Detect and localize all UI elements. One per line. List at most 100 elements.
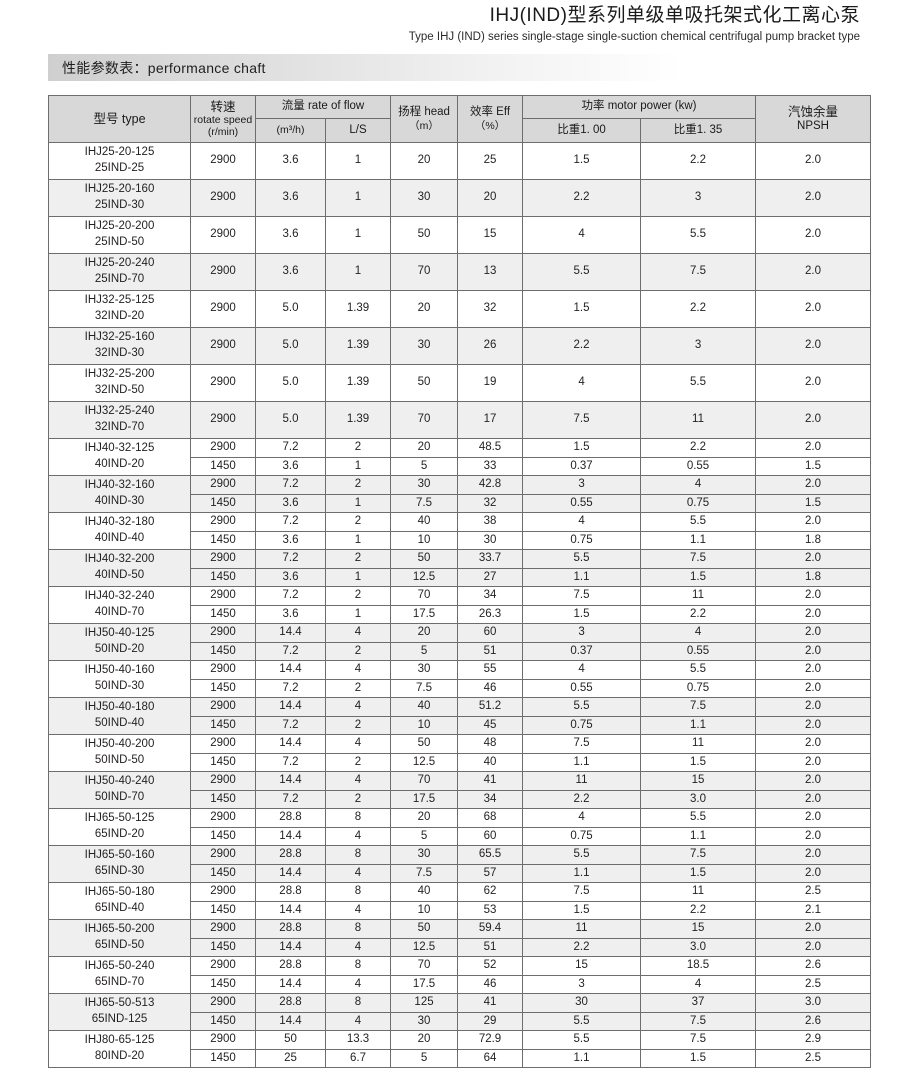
cell-power-sg135: 11 (640, 734, 757, 754)
cell-type-line2: 40IND-70 (94, 606, 145, 618)
cell-npsh: 1.8 (755, 567, 872, 587)
column-header-speed-unit: (r/min) (207, 126, 239, 139)
cell-power-sg100: 2.2 (522, 937, 642, 957)
cell-head: 70 (390, 401, 459, 439)
cell-type: IHJ65-50-160 65IND-30 (48, 845, 191, 883)
cell-type: IHJ50-40-125 50IND-20 (48, 623, 191, 661)
cell-power-sg135: 11 (640, 882, 757, 902)
cell-head: 30 (390, 1011, 459, 1031)
cell-speed: 2900 (190, 623, 256, 643)
cell-head: 70 (390, 253, 459, 291)
cell-type-line1: IHJ25-20-240 (84, 257, 155, 270)
cell-head: 50 (390, 919, 459, 939)
cell-npsh: 2.0 (755, 752, 872, 772)
cell-type-line1: IHJ80-65-125 (84, 1034, 155, 1047)
cell-eff: 13 (457, 253, 524, 291)
cell-speed: 1450 (190, 641, 256, 661)
cell-flow-ls: 2 (324, 586, 392, 606)
cell-speed: 2900 (190, 290, 256, 328)
cell-power-sg135: 37 (640, 993, 757, 1013)
cell-head: 20 (390, 1030, 459, 1050)
cell-head: 20 (390, 623, 459, 643)
cell-power-sg135: 1.5 (640, 752, 757, 772)
cell-speed: 2900 (190, 401, 256, 439)
cell-eff: 45 (457, 715, 524, 735)
cell-flow-ls: 1.39 (324, 364, 392, 402)
cell-speed: 2900 (190, 586, 256, 606)
table-row: IHJ65-50-513 65IND-125 2900 28.8 8 125 41 30 37 3… (48, 993, 872, 1031)
cell-flow-ls: 1 (324, 142, 392, 180)
cell-npsh: 2.0 (755, 364, 872, 402)
cell-power-sg135: 7.5 (640, 1011, 757, 1031)
cell-flow-ls: 1 (324, 567, 392, 587)
cell-npsh: 2.0 (755, 216, 872, 254)
cell-type: IHJ65-50-513 65IND-125 (48, 993, 191, 1031)
cell-power-sg135: 3 (640, 179, 757, 217)
cell-npsh: 3.0 (755, 993, 872, 1013)
cell-type-line1: IHJ25-20-125 (84, 146, 155, 159)
cell-power-sg100: 0.75 (522, 715, 642, 735)
cell-type-line2: 25IND-70 (94, 273, 145, 285)
column-header-speed: 转速 rotate speed (r/min) (190, 95, 256, 143)
column-header-eff-unit: （%） (474, 119, 506, 132)
cell-flow-ls: 1.39 (324, 290, 392, 328)
cell-flow-ls: 1.39 (324, 401, 392, 439)
cell-npsh: 2.0 (755, 641, 872, 661)
cell-speed: 2900 (190, 364, 256, 402)
cell-npsh: 2.0 (755, 697, 872, 717)
cell-speed: 2900 (190, 993, 256, 1013)
cell-npsh: 2.6 (755, 1011, 872, 1031)
cell-flow-m3h: 14.4 (255, 937, 326, 957)
table-row: 1450 14.4 4 10 53 1.5 2.2 2.1 (49, 900, 872, 920)
cell-flow-m3h: 5.0 (255, 290, 326, 328)
table-row: IHJ32-25-200 32IND-50 2900 5.0 1.39 50 19 4 5.5 2… (48, 364, 872, 402)
cell-head: 125 (390, 993, 459, 1013)
cell-head: 50 (390, 364, 459, 402)
cell-power-sg100: 1.1 (522, 752, 642, 772)
cell-eff: 30 (457, 530, 524, 550)
cell-flow-m3h: 7.2 (255, 715, 326, 735)
cell-npsh: 2.0 (755, 715, 872, 735)
cell-flow-ls: 1.39 (324, 327, 392, 365)
cell-type-line1: IHJ32-25-240 (84, 405, 155, 418)
cell-type-line2: 40IND-30 (94, 495, 145, 507)
cell-flow-m3h: 14.4 (255, 826, 326, 846)
cell-power-sg100: 2.2 (522, 327, 642, 365)
cell-flow-m3h: 3.6 (255, 567, 326, 587)
cell-head: 40 (390, 512, 459, 532)
cell-flow-m3h: 3.6 (255, 530, 326, 550)
cell-flow-m3h: 28.8 (255, 808, 326, 828)
cell-power-sg135: 1.5 (640, 567, 757, 587)
table-row: 1450 25 6.7 5 64 1.1 1.5 2.5 (49, 1048, 872, 1068)
cell-power-sg100: 0.55 (522, 493, 642, 513)
column-header-flow-ls: L/S (324, 118, 392, 143)
cell-eff: 60 (457, 826, 524, 846)
cell-power-sg135: 4 (640, 475, 757, 495)
column-header-speed-en: rotate speed (193, 114, 253, 127)
cell-flow-ls: 2 (324, 789, 392, 809)
cell-type-line2: 50IND-30 (94, 680, 145, 692)
cell-power-sg135: 0.75 (640, 678, 757, 698)
cell-eff: 51 (457, 937, 524, 957)
cell-flow-ls: 1 (324, 530, 392, 550)
cell-eff: 72.9 (457, 1030, 524, 1050)
cell-flow-ls: 8 (324, 956, 392, 976)
cell-head: 10 (390, 900, 459, 920)
cell-speed: 1450 (190, 456, 256, 476)
cell-npsh: 2.0 (755, 826, 872, 846)
cell-npsh: 2.0 (755, 863, 872, 883)
cell-head: 70 (390, 956, 459, 976)
cell-speed: 1450 (190, 974, 256, 994)
cell-power-sg100: 1.5 (522, 438, 642, 458)
cell-flow-m3h: 3.6 (255, 179, 326, 217)
page-title-chinese: IHJ(IND)型系列单级单吸托架式化工离心泵 (489, 5, 860, 26)
cell-head: 10 (390, 715, 459, 735)
cell-eff: 68 (457, 808, 524, 828)
cell-type: IHJ40-32-200 40IND-50 (48, 549, 191, 587)
cell-speed: 2900 (190, 882, 256, 902)
performance-table: 型号 type 转速 rotate speed (r/min) 流量 rate … (48, 95, 872, 1068)
cell-head: 20 (390, 142, 459, 180)
cell-flow-ls: 4 (324, 900, 392, 920)
cell-type-line1: IHJ65-50-240 (84, 960, 155, 973)
cell-flow-m3h: 28.8 (255, 882, 326, 902)
